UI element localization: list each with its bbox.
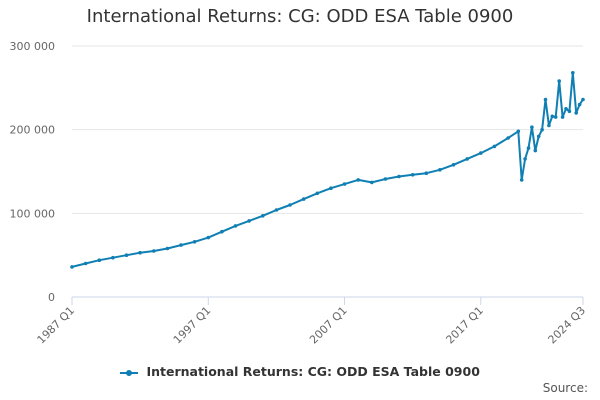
data-point[interactable] <box>342 182 347 186</box>
x-axis-ticks: 1987 Q1 1997 Q1 2007 Q1 2017 Q1 2024 Q3 <box>35 297 589 347</box>
source-label: Source: <box>542 381 588 395</box>
data-point[interactable] <box>564 107 568 111</box>
data-point[interactable] <box>526 146 531 150</box>
data-point[interactable] <box>152 249 156 253</box>
y-tick-label: 300 000 <box>10 40 56 53</box>
x-tick-label: 1987 Q1 <box>35 304 78 347</box>
data-point[interactable] <box>533 148 538 153</box>
data-point[interactable] <box>192 240 197 244</box>
data-point[interactable] <box>124 253 129 257</box>
data-point[interactable] <box>97 258 102 263</box>
data-point[interactable] <box>438 168 442 172</box>
data-point[interactable] <box>233 224 238 228</box>
data-point[interactable] <box>261 214 265 218</box>
data-point[interactable] <box>523 157 527 161</box>
data-point[interactable] <box>567 109 572 114</box>
legend-label: International Returns: CG: ODD ESA Table… <box>146 364 480 379</box>
data-point[interactable] <box>288 203 292 207</box>
data-point[interactable] <box>274 208 279 212</box>
data-point[interactable] <box>530 125 534 129</box>
y-tick-label: 0 <box>48 291 55 304</box>
data-point[interactable] <box>553 115 558 119</box>
data-point[interactable] <box>536 134 541 139</box>
x-tick-label: 2024 Q3 <box>546 304 589 347</box>
data-point[interactable] <box>516 129 521 134</box>
data-point[interactable] <box>397 174 401 179</box>
data-point[interactable] <box>557 79 561 83</box>
data-point[interactable] <box>571 71 575 75</box>
data-point[interactable] <box>547 123 551 128</box>
y-axis-ticks: 0 100 000 200 000 300 000 <box>10 40 56 304</box>
grid-lines <box>72 45 583 298</box>
data-point[interactable] <box>479 151 483 155</box>
x-tick-label: 2007 Q1 <box>307 304 350 347</box>
data-point[interactable] <box>220 229 224 234</box>
series-line <box>71 71 584 268</box>
legend-line-icon <box>120 368 139 378</box>
y-tick-label: 200 000 <box>10 124 56 137</box>
y-tick-label: 100 000 <box>10 207 56 220</box>
x-tick-label: 2017 Q1 <box>443 304 486 347</box>
data-point[interactable] <box>492 144 497 149</box>
chart-title: International Returns: CG: ODD ESA Table… <box>86 6 514 27</box>
data-point[interactable] <box>543 97 548 102</box>
data-point[interactable] <box>519 178 524 182</box>
data-point[interactable] <box>581 97 585 102</box>
data-point[interactable] <box>138 250 142 255</box>
data-point[interactable] <box>329 186 333 190</box>
data-point[interactable] <box>506 136 510 140</box>
legend[interactable]: International Returns: CG: ODD ESA Table… <box>0 364 600 379</box>
data-point[interactable] <box>577 102 582 107</box>
data-point[interactable] <box>83 261 88 266</box>
data-point[interactable] <box>70 265 74 269</box>
data-point[interactable] <box>410 173 415 177</box>
data-point[interactable] <box>540 127 544 132</box>
data-point[interactable] <box>465 157 470 161</box>
data-point[interactable] <box>206 235 211 240</box>
data-point[interactable] <box>247 219 251 223</box>
data-point[interactable] <box>111 255 115 260</box>
series-layer <box>70 71 585 269</box>
data-point[interactable] <box>383 177 388 181</box>
data-point[interactable] <box>424 171 429 175</box>
x-tick-label: 1997 Q1 <box>171 304 214 347</box>
data-point[interactable] <box>301 197 306 201</box>
data-point[interactable] <box>550 114 555 119</box>
data-point[interactable] <box>574 111 578 115</box>
data-point[interactable] <box>356 178 361 182</box>
data-point[interactable] <box>165 246 170 251</box>
data-point[interactable] <box>370 180 374 185</box>
data-point[interactable] <box>560 115 565 119</box>
data-point[interactable] <box>315 191 320 196</box>
data-point[interactable] <box>451 163 456 167</box>
data-point[interactable] <box>179 243 183 247</box>
